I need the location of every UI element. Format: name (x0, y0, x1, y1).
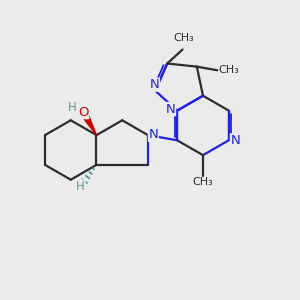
Text: H: H (68, 101, 77, 114)
Text: N: N (150, 78, 159, 91)
Text: CH₃: CH₃ (174, 33, 194, 43)
Text: CH₃: CH₃ (219, 65, 239, 75)
Polygon shape (83, 115, 97, 135)
Text: H: H (76, 180, 85, 193)
Text: N: N (230, 134, 240, 147)
Text: CH₃: CH₃ (193, 178, 213, 188)
Text: N: N (166, 103, 175, 116)
Text: N: N (148, 128, 158, 141)
Text: O: O (78, 106, 88, 119)
